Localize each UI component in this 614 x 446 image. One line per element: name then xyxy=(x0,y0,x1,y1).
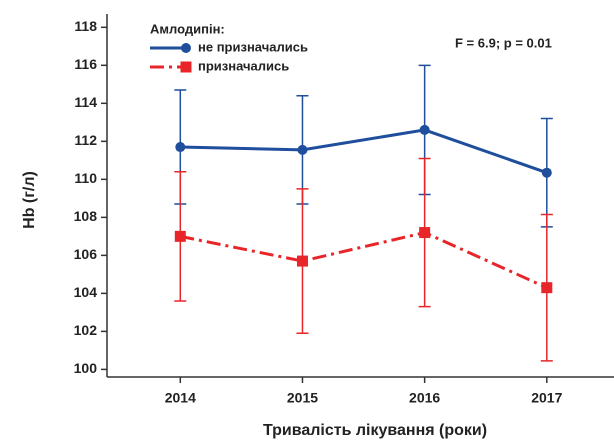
y-axis-label: Hb (г/л) xyxy=(21,171,38,229)
x-axis-label: Тривалість лікування (роки) xyxy=(263,422,487,439)
annotation: F = 6.9; p = 0.01 xyxy=(455,35,552,50)
y-tick-label: 100 xyxy=(74,360,98,376)
point xyxy=(419,124,430,135)
point xyxy=(175,142,186,153)
x-tick-label: 2015 xyxy=(287,390,318,406)
point xyxy=(174,230,186,242)
legend-marker xyxy=(180,61,192,73)
y-tick-label: 102 xyxy=(74,322,98,338)
point xyxy=(297,144,308,155)
legend-label: призначались xyxy=(198,58,289,73)
y-tick-label: 114 xyxy=(74,94,97,110)
legend-marker xyxy=(181,43,191,53)
y-tick-label: 116 xyxy=(74,56,97,72)
y-tick-label: 112 xyxy=(74,132,97,148)
point xyxy=(541,282,553,294)
legend-title: Амлодипін: xyxy=(150,21,225,36)
series-line xyxy=(180,230,548,290)
x-tick-label: 2017 xyxy=(531,390,562,406)
x-tick-label: 2016 xyxy=(409,390,440,406)
y-tick-label: 118 xyxy=(74,18,97,34)
point xyxy=(296,255,308,267)
series-line xyxy=(180,128,548,175)
point xyxy=(419,227,431,239)
point xyxy=(541,167,552,178)
y-tick-label: 110 xyxy=(74,170,97,186)
y-tick-label: 104 xyxy=(74,284,98,300)
legend-label: не призначались xyxy=(198,39,308,54)
x-tick-label: 2014 xyxy=(165,390,196,406)
y-tick-label: 106 xyxy=(74,246,98,262)
y-tick-label: 108 xyxy=(74,208,98,224)
